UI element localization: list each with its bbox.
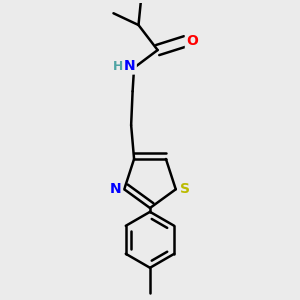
Text: S: S <box>180 182 190 196</box>
Text: N: N <box>124 59 136 73</box>
Text: O: O <box>186 34 198 48</box>
Text: N: N <box>110 182 122 196</box>
Text: H: H <box>113 60 123 73</box>
